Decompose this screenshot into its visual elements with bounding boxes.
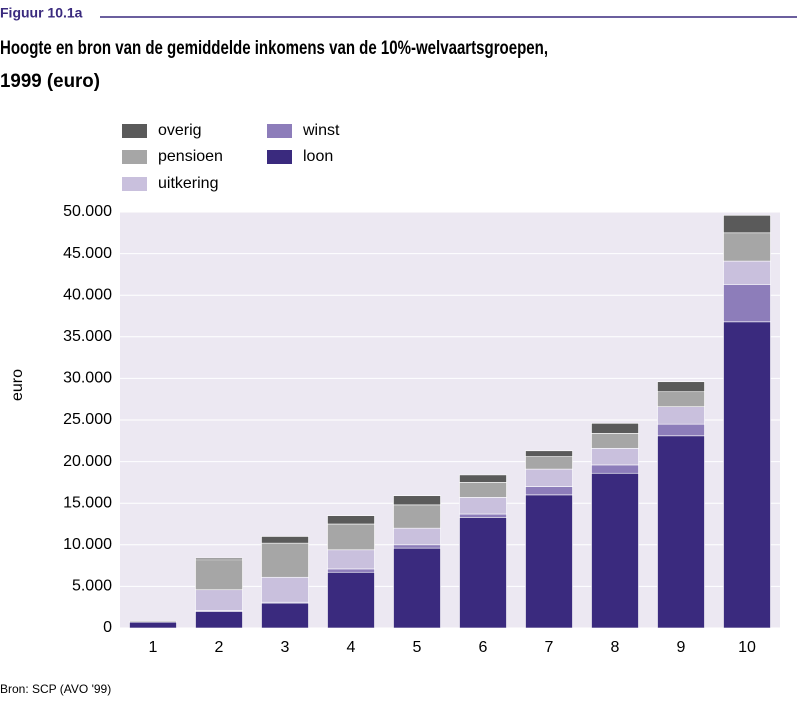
bar-segment bbox=[459, 497, 507, 515]
legend-swatch bbox=[267, 150, 292, 164]
bar-segment bbox=[393, 495, 441, 506]
x-tick-label: 9 bbox=[677, 639, 686, 656]
legend-swatch bbox=[122, 124, 147, 138]
bar-segment bbox=[525, 486, 573, 496]
y-tick-label: 30.000 bbox=[63, 370, 112, 387]
legend-swatch bbox=[122, 150, 147, 164]
bar-segment bbox=[459, 517, 507, 629]
bar-segment bbox=[657, 423, 705, 437]
bar-segment bbox=[723, 284, 771, 323]
bar-segment bbox=[723, 260, 771, 285]
bar-segment bbox=[657, 435, 705, 629]
legend-label: loon bbox=[303, 148, 333, 165]
bar-segment bbox=[327, 571, 375, 629]
y-tick-label: 10.000 bbox=[63, 536, 112, 553]
y-tick-label: 50.000 bbox=[63, 203, 112, 220]
bar-segment bbox=[657, 391, 705, 407]
y-tick-label: 35.000 bbox=[63, 328, 112, 345]
x-tick-label: 5 bbox=[413, 639, 422, 656]
bar-segment bbox=[393, 547, 441, 629]
x-tick-label: 2 bbox=[215, 639, 224, 656]
chart-title: 1999 (euro) bbox=[0, 71, 100, 92]
legend-label: overig bbox=[158, 122, 202, 139]
legend-swatch bbox=[122, 177, 147, 191]
bar-segment bbox=[129, 621, 177, 623]
bar-segment bbox=[195, 589, 243, 611]
bar-segment bbox=[195, 611, 243, 629]
bar-segment bbox=[525, 456, 573, 470]
bar-segment bbox=[393, 527, 441, 546]
legend-swatch bbox=[267, 124, 292, 138]
legend-label: pensioen bbox=[158, 148, 223, 165]
bar-segment bbox=[591, 464, 639, 474]
bar-segment bbox=[723, 232, 771, 262]
y-tick-label: 15.000 bbox=[63, 494, 112, 511]
bar-segment bbox=[261, 602, 309, 629]
y-tick-label: 40.000 bbox=[63, 286, 112, 303]
bar-segment bbox=[327, 523, 375, 551]
bar-segment bbox=[591, 472, 639, 629]
bar-segment bbox=[723, 321, 771, 629]
bar-segment bbox=[393, 544, 441, 549]
bar-segment bbox=[657, 381, 705, 393]
chart-title: Hoogte en bron van de gemiddelde inkomen… bbox=[0, 38, 548, 59]
source: Bron: SCP (AVO '99) bbox=[0, 682, 111, 696]
bar-segment bbox=[591, 423, 639, 434]
bar-segment bbox=[591, 447, 639, 466]
y-tick-label: 5.000 bbox=[72, 578, 112, 595]
x-tick-label: 10 bbox=[738, 639, 756, 656]
y-tick-label: 20.000 bbox=[63, 453, 112, 470]
bar-segment bbox=[459, 474, 507, 483]
bar-segment bbox=[261, 576, 309, 603]
bar-segment bbox=[459, 513, 507, 518]
x-tick-label: 6 bbox=[479, 639, 488, 656]
x-tick-label: 7 bbox=[545, 639, 554, 656]
bar-segment bbox=[261, 536, 309, 544]
bar-segment bbox=[195, 557, 243, 561]
x-tick-label: 4 bbox=[347, 639, 356, 656]
figure-label: Figuur 10.1a bbox=[0, 5, 83, 21]
x-tick-label: 3 bbox=[281, 639, 290, 656]
x-tick-label: 1 bbox=[149, 639, 158, 656]
legend-label: uitkering bbox=[158, 175, 218, 192]
bar-segment bbox=[525, 450, 573, 457]
bar-segment bbox=[261, 542, 309, 578]
y-axis-label: euro bbox=[9, 369, 26, 401]
bar-segment bbox=[327, 515, 375, 525]
y-tick-label: 45.000 bbox=[63, 245, 112, 262]
bar-segment bbox=[327, 568, 375, 573]
bar-segment bbox=[591, 433, 639, 449]
bar-segment bbox=[393, 504, 441, 529]
legend-label: winst bbox=[302, 122, 340, 139]
bar-segment bbox=[723, 215, 771, 234]
bar-segment bbox=[129, 621, 177, 629]
y-tick-label: 25.000 bbox=[63, 411, 112, 428]
bar-segment bbox=[459, 482, 507, 498]
x-tick-label: 8 bbox=[611, 639, 620, 656]
bar-segment bbox=[657, 406, 705, 425]
bar-segment bbox=[195, 559, 243, 591]
bar-segment bbox=[327, 549, 375, 570]
y-tick-label: 0 bbox=[103, 619, 112, 636]
bar-segment bbox=[525, 494, 573, 629]
bar-segment bbox=[525, 468, 573, 487]
